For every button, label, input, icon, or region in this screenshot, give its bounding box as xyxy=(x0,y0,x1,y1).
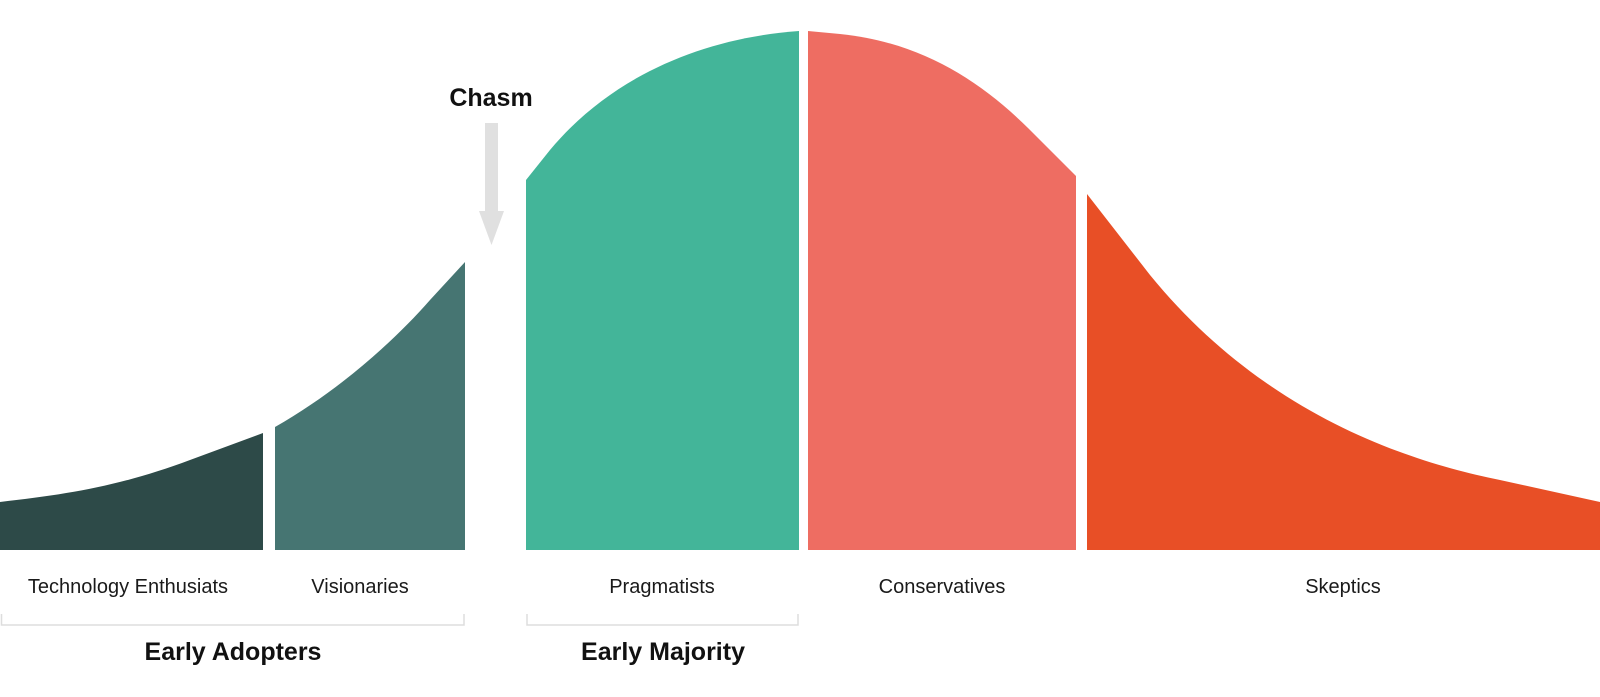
segment-skeptics xyxy=(1087,194,1600,550)
chasm-label: Chasm xyxy=(449,84,532,112)
segment-label-technology-enthusiasts: Technology Enthusiats xyxy=(28,576,228,598)
segment-visionaries xyxy=(275,262,465,550)
chasm-arrow xyxy=(479,123,504,245)
segment-label-conservatives: Conservatives xyxy=(879,576,1006,598)
segment-technology-enthusiasts xyxy=(0,433,263,550)
chasm-arrow-shaft xyxy=(485,123,498,213)
segment-label-skeptics: Skeptics xyxy=(1305,576,1381,598)
group-label-early-adopters: Early Adopters xyxy=(145,638,322,666)
group-label-early-majority: Early Majority xyxy=(581,638,745,666)
segment-label-pragmatists: Pragmatists xyxy=(609,576,715,598)
chasm-arrow-head xyxy=(479,211,504,245)
segment-conservatives xyxy=(808,31,1076,550)
segment-label-visionaries: Visionaries xyxy=(311,576,408,598)
bracket-early-majority xyxy=(526,614,799,626)
segment-pragmatists xyxy=(526,31,799,550)
bracket-early-adopters xyxy=(0,614,465,626)
